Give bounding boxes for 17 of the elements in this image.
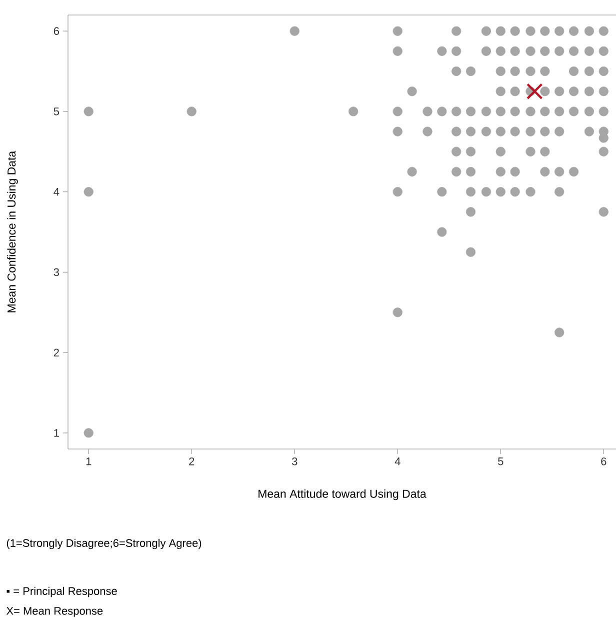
- y-tick-label: 6: [54, 27, 60, 35]
- text: (1=Strongly Disagree;6=Strongly Agree): [6, 538, 202, 550]
- y-tick-label: 5: [54, 108, 60, 116]
- x-tick-label: 5: [498, 458, 504, 466]
- y-tick-label: 2: [54, 348, 59, 356]
- text: X= Mean Response: [6, 607, 103, 617]
- x-tick-label: 1: [86, 458, 92, 466]
- x-tick-label: 3: [292, 458, 298, 466]
- y-axis-title: Mean Confidence in Using Data: [7, 150, 18, 312]
- x-tick-label: 2: [189, 458, 194, 466]
- text: ▪ = Principal Response: [6, 586, 117, 598]
- y-tick-label: 3: [54, 268, 60, 276]
- x-tick-label: 4: [394, 458, 400, 466]
- x-tick-label: 6: [601, 458, 606, 466]
- y-tick-label: 1: [54, 429, 59, 437]
- y-tick-label: 4: [54, 188, 60, 196]
- x-axis-title: Mean Attitude toward Using Data: [258, 489, 426, 500]
